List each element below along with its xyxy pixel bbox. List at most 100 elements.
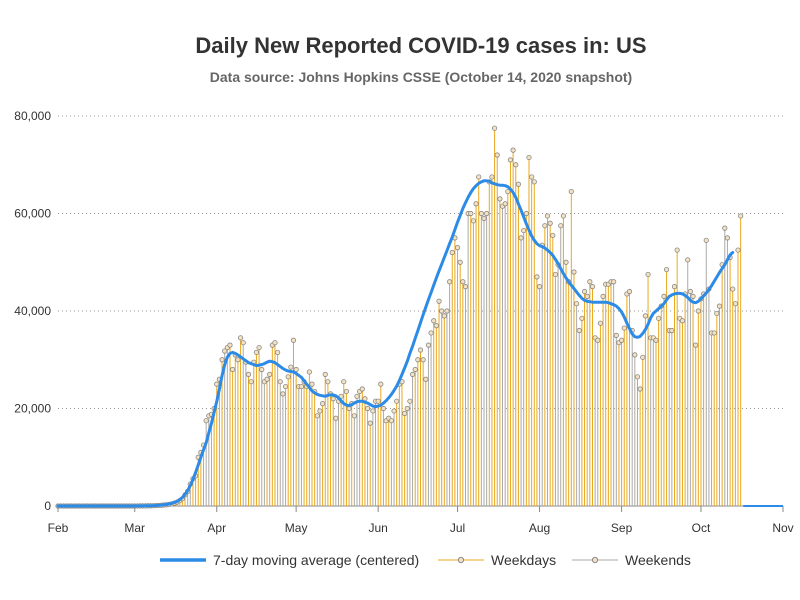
legend-moving-average-label: 7-day moving average (centered) [213, 552, 419, 568]
weekend-marker [685, 257, 691, 263]
weekday-marker [513, 162, 519, 168]
weekday-marker [227, 342, 233, 348]
weekday-marker [634, 374, 641, 380]
bars-layer [136, 128, 742, 506]
weekend-marker [409, 371, 416, 377]
weekend-marker [388, 418, 394, 424]
weekday-marker [282, 383, 289, 390]
y-tick-label: 60,000 [14, 207, 51, 221]
weekday-marker [375, 398, 381, 404]
weekday-marker [690, 293, 696, 299]
weekday-marker [732, 301, 738, 307]
weekend-marker [536, 284, 543, 290]
weekday-marker [230, 366, 236, 373]
weekday-marker [457, 259, 463, 265]
weekend-marker [370, 408, 376, 414]
weekday-marker [653, 337, 659, 343]
weekday-marker [589, 284, 596, 290]
weekday-marker [441, 313, 447, 319]
weekday-marker [364, 405, 371, 412]
weekend-marker [669, 327, 675, 334]
weekday-marker [544, 213, 551, 219]
weekday-marker [433, 323, 439, 329]
moving-average-line [56, 179, 735, 508]
weekday-marker [497, 196, 503, 202]
weekday-marker [439, 308, 445, 314]
weekend-marker [613, 332, 619, 338]
y-tick-label: 0 [44, 499, 51, 513]
weekday-marker [587, 279, 593, 285]
weekday-marker [245, 371, 252, 377]
weekday-marker [489, 174, 495, 180]
weekend-marker [632, 352, 638, 358]
weekday-marker [584, 293, 590, 299]
weekday-marker [248, 379, 254, 385]
weekday-marker [661, 293, 667, 299]
weekday-marker [290, 337, 297, 343]
weekday-marker [319, 401, 326, 407]
weekday-marker [288, 364, 294, 370]
weekend-marker [351, 413, 357, 419]
weekday-marker [568, 188, 574, 195]
weekday-marker [523, 210, 529, 217]
x-tick-label: Mar [124, 521, 145, 535]
weekday-marker [275, 349, 281, 356]
weekend-marker [222, 348, 228, 354]
weekend-marker [722, 225, 728, 231]
weekday-marker [367, 420, 373, 426]
weekend-marker [558, 223, 564, 229]
weekend-marker [447, 279, 453, 285]
weekday-marker [341, 379, 347, 385]
weekday-marker [693, 342, 699, 348]
weekday-marker [626, 288, 633, 295]
weekend-marker [444, 308, 450, 314]
weekday-marker [645, 271, 651, 278]
weekday-marker [534, 274, 540, 280]
weekday-marker [642, 313, 649, 319]
weekday-marker [470, 218, 477, 224]
weekend-marker [203, 418, 209, 424]
weekday-marker [436, 298, 442, 304]
weekday-marker [529, 174, 535, 180]
weekday-marker [417, 347, 424, 353]
weekend-marker [595, 337, 601, 343]
weekend-marker [521, 227, 527, 234]
weekend-marker [484, 210, 490, 217]
weekday-marker [214, 381, 220, 387]
weekday-marker [325, 379, 331, 385]
y-tick-label: 40,000 [14, 304, 51, 318]
weekend-marker [314, 413, 320, 419]
weekend-marker [576, 327, 582, 334]
x-axis: Feb Mar Apr May Jun Jul Aug Sep Oct Nov [48, 505, 794, 535]
weekend-marker [703, 237, 709, 243]
weekday-marker [563, 259, 569, 265]
weekend-marker [481, 215, 487, 221]
weekday-marker [621, 325, 627, 331]
weekday-marker [494, 152, 500, 158]
weekday-marker [322, 371, 328, 377]
y-tick-label: 20,000 [14, 402, 51, 416]
legend: 7-day moving average (centered) Weekdays… [160, 552, 691, 568]
weekday-marker [491, 125, 498, 131]
weekday-marker [431, 318, 437, 324]
weekday-marker [531, 179, 537, 185]
weekday-marker [309, 381, 315, 387]
weekend-marker [428, 330, 434, 336]
weekday-marker [476, 174, 482, 180]
weekday-marker [640, 354, 646, 360]
moving-average-layer [56, 179, 783, 508]
weekday-marker [256, 344, 262, 351]
weekday-marker [468, 210, 474, 217]
weekday-marker [267, 371, 273, 377]
weekday-marker [656, 315, 662, 321]
weekday-marker [415, 357, 421, 363]
weekday-marker [505, 188, 511, 195]
weekday-marker [600, 293, 606, 299]
weekday-marker [460, 279, 466, 285]
weekday-marker [449, 249, 455, 256]
weekday-marker [674, 247, 680, 253]
weekday-marker [343, 388, 350, 395]
weekday-marker [679, 318, 686, 324]
weekday-marker [420, 357, 426, 363]
weekday-marker [402, 410, 408, 416]
